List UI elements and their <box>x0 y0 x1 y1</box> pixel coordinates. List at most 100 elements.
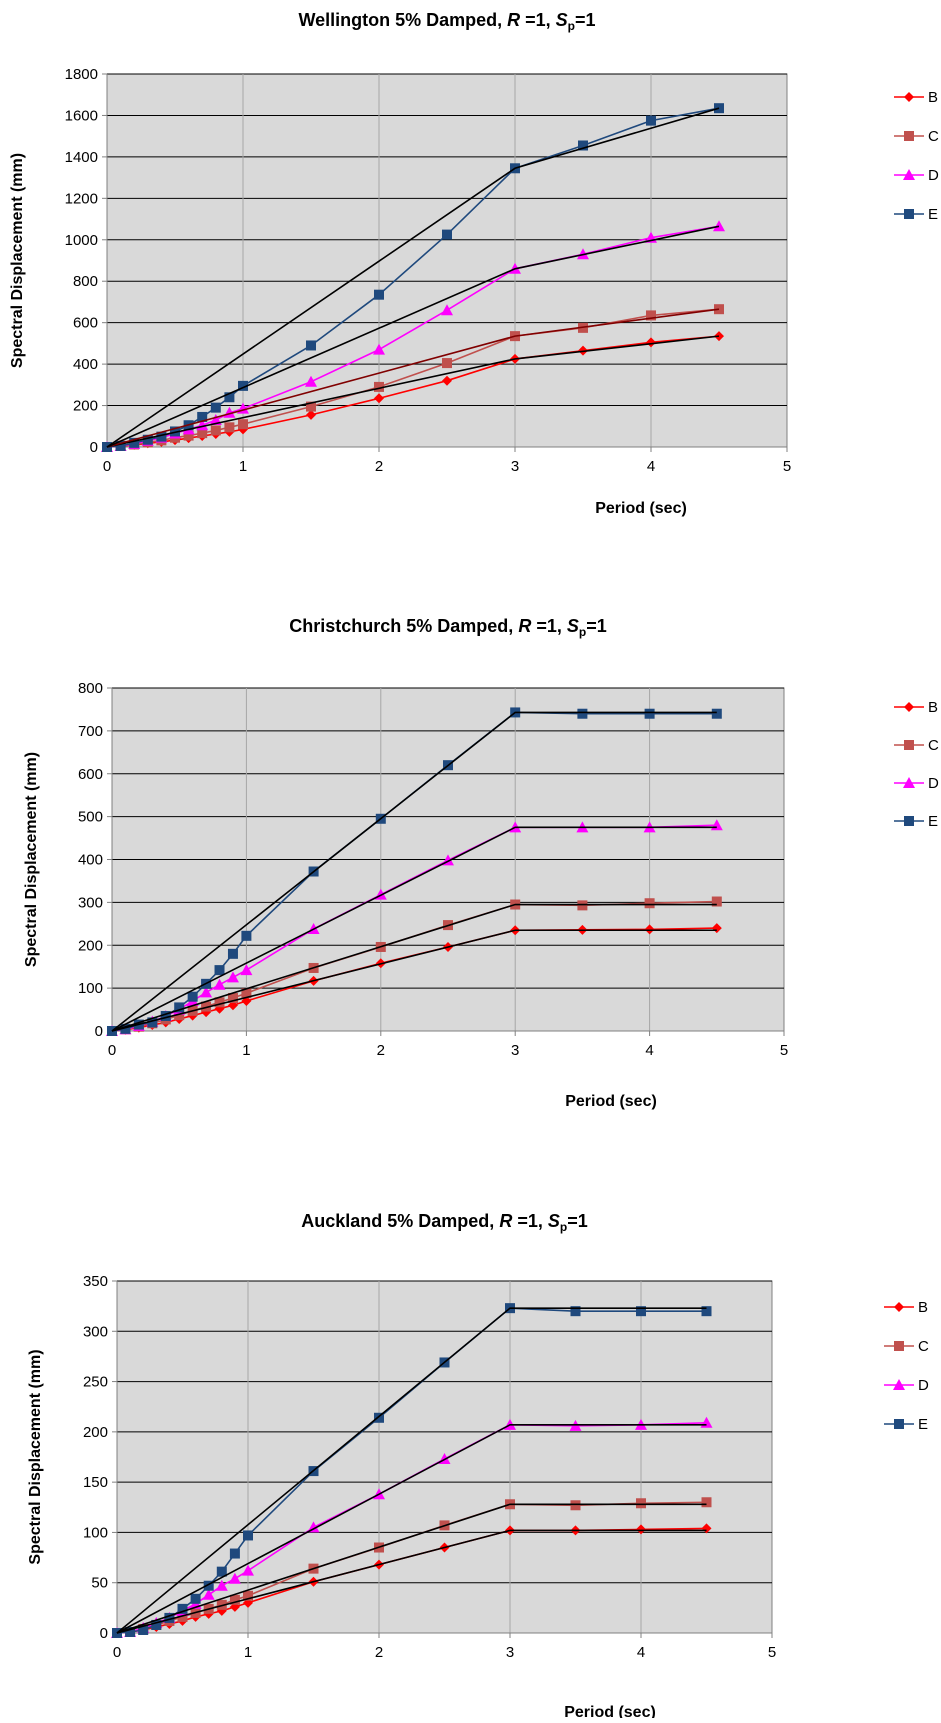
y-tick-label: 250 <box>83 1374 108 1391</box>
legend-marker-e <box>904 209 914 219</box>
series-e-point <box>156 431 167 442</box>
series-c-point <box>570 1500 581 1511</box>
x-tick-label: 0 <box>103 458 111 475</box>
legend-label-d: D <box>928 167 939 184</box>
series-c-point <box>636 1498 646 1509</box>
y-tick-label: 0 <box>95 1023 103 1040</box>
christchurch-chart: Christchurch 5% Damped, R =1, Sp=1 0 100 20… <box>0 600 941 1120</box>
y-tick-label: 400 <box>73 356 98 373</box>
series-d-point <box>202 1588 215 1600</box>
y-tick-label: 0 <box>100 1625 108 1642</box>
y-tick-label: 600 <box>78 766 103 783</box>
series-c-point <box>229 1594 240 1605</box>
legend-label-e: E <box>928 206 938 223</box>
series-e-point <box>442 229 452 240</box>
series-e-point <box>243 1530 253 1541</box>
series-c-point <box>646 310 656 321</box>
series-e-point <box>570 1306 581 1317</box>
y-tick-label: 700 <box>78 723 103 740</box>
envelope-line-b <box>106 335 720 448</box>
series-c-point <box>711 896 722 907</box>
series-c-point <box>201 1001 212 1012</box>
series-b-point <box>216 1605 227 1616</box>
series-d-point <box>242 1564 254 1576</box>
series-b-point <box>646 337 656 348</box>
y-tick-label: 600 <box>73 315 98 332</box>
series-d-point <box>713 220 725 232</box>
series-b-point <box>214 1003 225 1014</box>
y-tick-label: 1600 <box>65 107 98 124</box>
series-e-point <box>164 1612 175 1623</box>
x-tick-label: 4 <box>647 458 655 475</box>
series-b-point <box>306 409 316 420</box>
series-d-point <box>200 986 213 998</box>
x-tick-label: 1 <box>242 1042 250 1059</box>
series-b-point <box>203 1608 214 1619</box>
x-axis-label: Period (sec) <box>564 1704 656 1718</box>
series-e-point <box>147 1017 158 1028</box>
series-e-point <box>174 1002 185 1013</box>
envelope-line-d <box>111 826 717 1032</box>
series-e-point <box>224 392 235 403</box>
series-c-point <box>701 1497 712 1508</box>
legend-marker-b <box>904 702 914 712</box>
legend-label-e: E <box>918 1416 928 1433</box>
series-c-point <box>644 898 655 909</box>
series-c-point <box>306 401 316 412</box>
envelope-line-b <box>116 1529 707 1634</box>
series-e-point <box>374 289 384 300</box>
series-e-point <box>203 1580 214 1591</box>
series-d-point <box>441 304 453 316</box>
series-e-point <box>151 1619 162 1630</box>
series-e-point <box>229 1548 240 1559</box>
series-b-point <box>442 375 452 386</box>
wellington-chart: Wellington 5% Damped, R =1, Sp=1 0 200 400 6… <box>0 0 941 520</box>
x-tick-label: 0 <box>108 1042 116 1059</box>
legend-label-c: C <box>928 737 939 754</box>
series-e-point <box>210 402 221 413</box>
x-tick-label: 3 <box>511 458 519 475</box>
series-e-point <box>177 1603 188 1614</box>
x-tick-label: 1 <box>239 458 247 475</box>
legend-marker-e <box>894 1419 904 1429</box>
y-tick-label: 1000 <box>65 232 98 249</box>
auckland-chart-svg: Auckland 5% Damped, R =1, Sp=10501001502… <box>27 1211 929 1721</box>
legend-label-d: D <box>918 1377 929 1394</box>
y-tick-label: 300 <box>78 894 103 911</box>
series-e-point <box>138 1624 149 1635</box>
series-e-point <box>120 1023 131 1034</box>
x-tick-label: 2 <box>375 1644 383 1661</box>
y-tick-label: 100 <box>78 980 103 997</box>
envelope-line-c <box>106 308 720 448</box>
series-e-point <box>227 948 238 959</box>
series-e-point <box>142 434 153 445</box>
x-tick-label: 4 <box>637 1644 645 1661</box>
envelope-line-d <box>116 1424 707 1634</box>
y-tick-label: 100 <box>83 1524 108 1541</box>
series-e-point <box>238 380 248 391</box>
legend-marker-c <box>904 740 914 750</box>
y-tick-label: 300 <box>83 1323 108 1340</box>
x-tick-label: 3 <box>506 1644 514 1661</box>
series-e-point <box>241 930 252 941</box>
envelope-line-b <box>111 929 717 1032</box>
series-b-point <box>636 1524 646 1535</box>
series-e-point <box>125 1626 136 1637</box>
series-c-point <box>177 1611 188 1622</box>
y-tick-label: 800 <box>73 273 98 290</box>
legend-label-b: B <box>918 1299 928 1316</box>
legend-marker-c <box>904 131 914 141</box>
wellington-chart-svg: Wellington 5% Damped, R =1, Sp=1 0 200 400 6… <box>9 10 939 517</box>
x-axis-label: Period (sec) <box>595 500 687 517</box>
y-tick-label: 500 <box>78 809 103 826</box>
series-c-point <box>224 422 235 433</box>
series-d-point <box>373 343 385 355</box>
envelope-line-c <box>111 903 717 1032</box>
series-c-point <box>197 428 208 439</box>
series-c-point <box>210 425 221 436</box>
legend-label-b: B <box>928 699 938 716</box>
series-e-point <box>711 708 722 719</box>
series-e-point <box>374 1412 384 1423</box>
series-b-point <box>374 393 384 404</box>
y-tick-label: 1200 <box>65 190 98 207</box>
